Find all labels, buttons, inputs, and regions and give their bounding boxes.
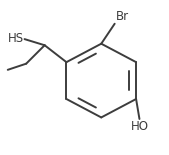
Text: HO: HO xyxy=(130,120,148,133)
Text: Br: Br xyxy=(115,10,129,23)
Text: HS: HS xyxy=(8,32,24,45)
